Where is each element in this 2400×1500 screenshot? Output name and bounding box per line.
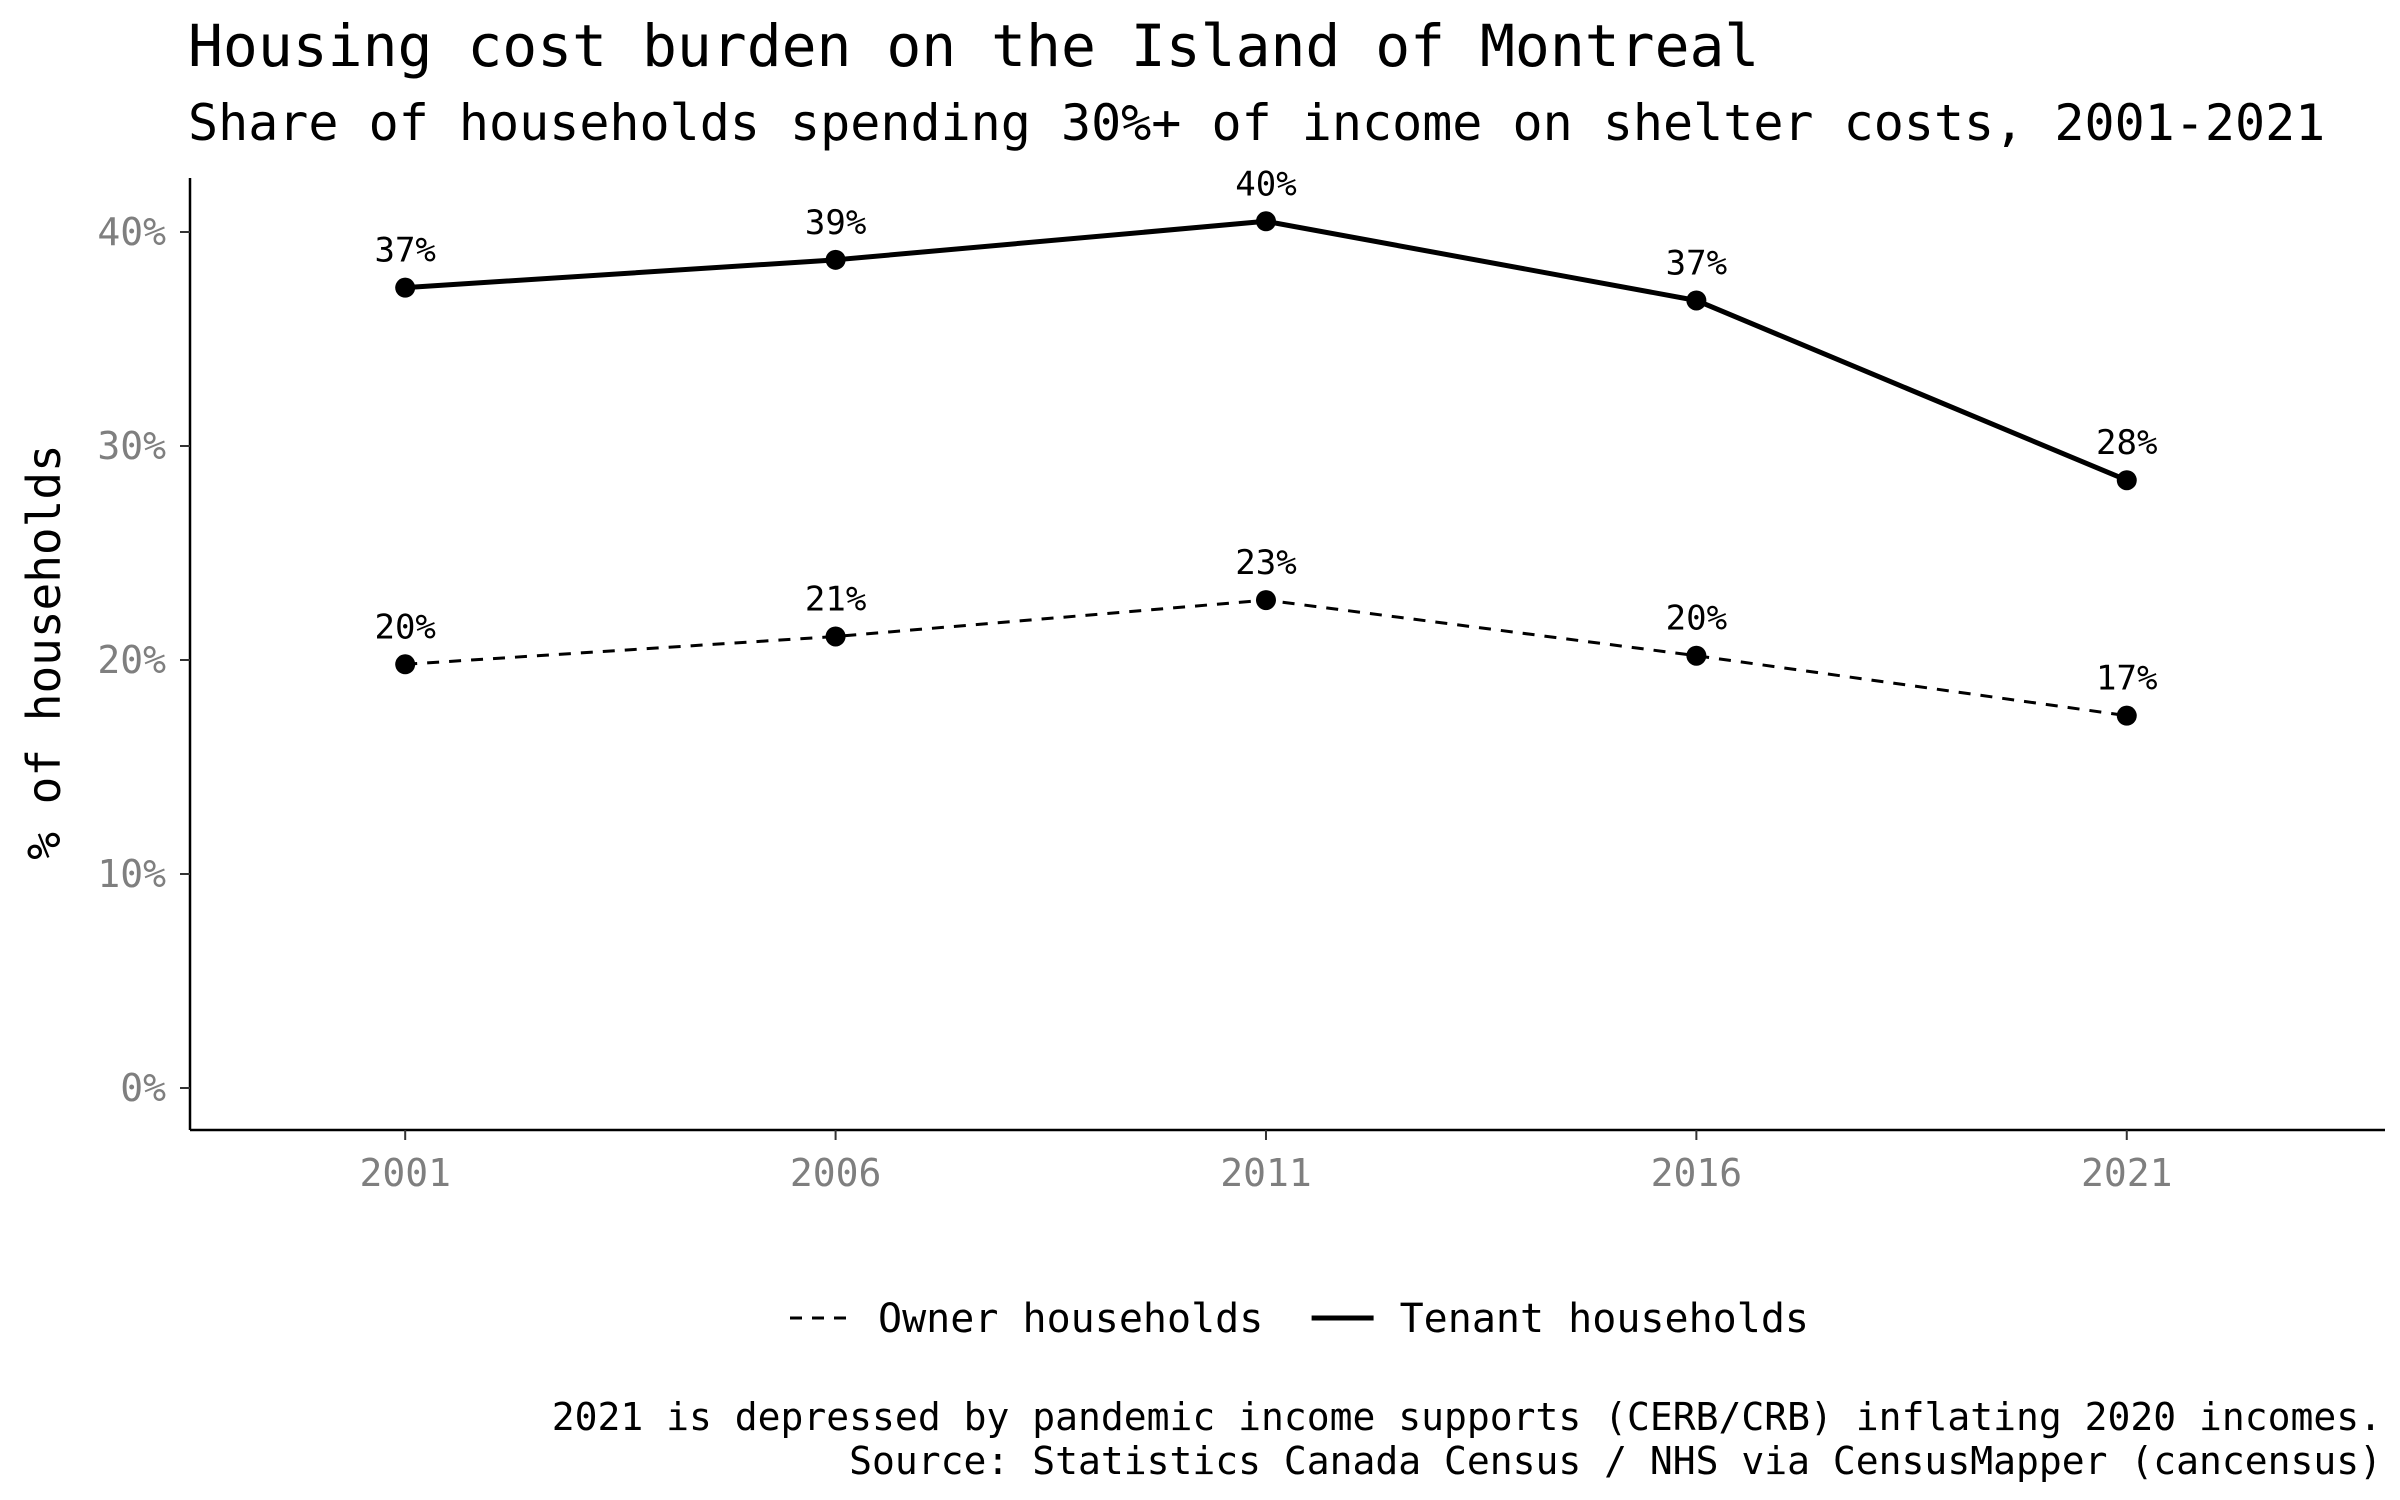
data-label-tenant-households: 28% [2096, 423, 2157, 463]
series-line-tenant-households [405, 218, 2128, 483]
data-label-tenant-households: 39% [805, 203, 866, 243]
y-tick-label: 0% [120, 1066, 166, 1110]
data-point-owner-households [395, 654, 416, 675]
data-label-tenant-households: 37% [1666, 243, 1727, 283]
data-label-owner-households: 23% [1235, 543, 1296, 583]
data-label-owner-households: 21% [805, 579, 866, 619]
chart-subtitle: Share of households spending 30%+ of inc… [188, 94, 2325, 152]
data-label-tenant-households: 40% [1235, 164, 1296, 204]
x-tick-label: 2011 [1220, 1151, 1312, 1195]
y-axis-title: % of households [17, 444, 71, 859]
data-point-tenant-households [1255, 211, 1276, 232]
legend-label-owner-households: Owner households [878, 1296, 1263, 1342]
data-point-tenant-households [825, 249, 846, 270]
caption-source: Source: Statistics Canada Census / NHS v… [849, 1439, 2382, 1483]
y-tick-label: 40% [97, 210, 166, 254]
caption-note: 2021 is depressed by pandemic income sup… [552, 1395, 2382, 1439]
x-axis-ticks: 2001 2006 2011 2016 2021 [359, 1130, 2173, 1195]
data-label-owner-households: 20% [374, 607, 435, 647]
series-line-owner-households [405, 598, 2127, 718]
data-point-tenant-households [1686, 290, 1707, 311]
data-point-tenant-households [2116, 470, 2137, 491]
data-point-owner-households [2116, 705, 2137, 726]
y-tick-label: 20% [97, 638, 166, 682]
legend: Owner households Tenant households [790, 1296, 1809, 1342]
data-point-owner-households [1255, 590, 1276, 611]
chart-title: Housing cost burden on the Island of Mon… [188, 12, 1759, 80]
data-point-owner-households [1686, 645, 1707, 666]
axes [188, 178, 2385, 1132]
legend-label-tenant-households: Tenant households [1400, 1296, 1809, 1342]
y-tick-label: 30% [97, 424, 166, 468]
data-label-tenant-households: 37% [374, 231, 435, 271]
y-axis-ticks: 0% 10% 20% 30% 40% [97, 210, 190, 1110]
y-tick-label: 10% [97, 852, 166, 896]
data-point-owner-households [825, 626, 846, 647]
data-point-tenant-households [395, 277, 416, 298]
x-tick-label: 2001 [359, 1151, 451, 1195]
data-label-owner-households: 17% [2096, 659, 2157, 699]
series-owner-households: 20% 21% 23% 20% 17% [374, 543, 2157, 726]
series-tenant-households: 37% 39% 40% 37% 28% [374, 164, 2157, 491]
x-tick-label: 2006 [790, 1151, 882, 1195]
x-tick-label: 2021 [2081, 1151, 2173, 1195]
data-label-owner-households: 20% [1666, 599, 1727, 639]
x-tick-label: 2016 [1651, 1151, 1743, 1195]
plot-series: 20% 21% 23% 20% 17% 37% 39% 40% 37% 28% [374, 164, 2157, 726]
